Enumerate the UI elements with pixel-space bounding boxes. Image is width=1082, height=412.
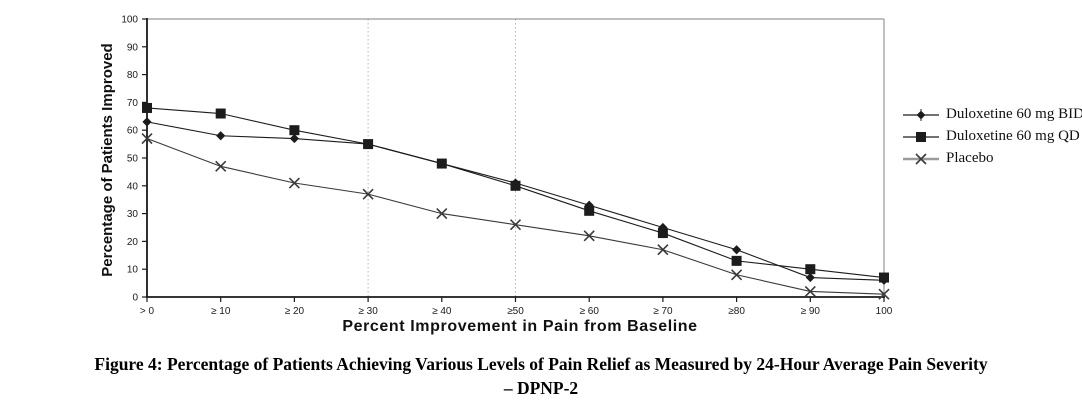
legend-label-duloxetine-60-mg-bid: Duloxetine 60 mg BID — [946, 106, 1082, 122]
square-marker-duloxetine-60-mg-qd — [510, 180, 521, 191]
y-tick-label: 90 — [127, 42, 139, 53]
x-tick-label: ≥ 20 — [285, 306, 305, 317]
x-marker-placebo — [141, 132, 153, 145]
square-marker-duloxetine-60-mg-qd — [436, 158, 447, 169]
x-marker-placebo — [583, 230, 595, 242]
legend-square-marker-icon — [903, 131, 939, 142]
x-tick-label: ≥ 10 — [211, 306, 231, 317]
x-tick-label: > 0 — [140, 306, 155, 317]
square-marker-duloxetine-60-mg-qd — [363, 139, 374, 150]
x-marker-placebo — [657, 244, 669, 256]
legend-label-placebo: Placebo — [946, 150, 994, 166]
y-tick-label: 100 — [121, 15, 138, 26]
chart-legend: Duloxetine 60 mg BID Duloxetine 60 mg QD P… — [903, 106, 1082, 167]
x-tick-label: ≥ 90 — [801, 306, 821, 317]
x-tick-label: 100 — [876, 306, 893, 317]
x-marker-placebo — [288, 177, 300, 189]
square-marker-duloxetine-60-mg-qd — [879, 272, 889, 283]
x-marker-placebo — [509, 219, 522, 231]
square-marker-duloxetine-60-mg-qd — [289, 125, 300, 136]
x-tick-label: ≥ 30 — [358, 306, 378, 317]
y-tick-label: 60 — [127, 126, 139, 137]
diamond-marker-duloxetine-60-mg-bid — [805, 272, 815, 283]
x-tick-label: ≥ 60 — [580, 306, 600, 317]
square-marker-duloxetine-60-mg-qd — [584, 205, 595, 216]
square-marker-duloxetine-60-mg-qd — [215, 108, 226, 119]
y-tick-label: 20 — [127, 237, 139, 248]
legend-x-marker-icon — [903, 152, 939, 165]
figure-caption-line1: Figure 4: Percentage of Patients Achievi… — [94, 354, 988, 374]
x-tick-label: ≥80 — [728, 306, 745, 317]
legend-diamond-marker-icon — [903, 108, 939, 121]
x-marker-placebo — [362, 188, 374, 200]
y-tick-label: 80 — [127, 70, 139, 81]
square-marker-duloxetine-60-mg-qd — [731, 255, 742, 266]
square-marker-duloxetine-60-mg-qd — [805, 264, 816, 275]
y-tick-label: 70 — [127, 98, 139, 109]
legend-item-duloxetine-60-mg-bid: Duloxetine 60 mg BID — [903, 106, 1082, 123]
legend-label-duloxetine-60-mg-qd: Duloxetine 60 mg QD — [946, 128, 1080, 144]
figure-caption-line2: – DPNP-2 — [503, 378, 579, 398]
x-tick-label: ≥ 70 — [653, 306, 673, 317]
x-marker-placebo — [804, 285, 816, 298]
legend-item-duloxetine-60-mg-qd: Duloxetine 60 mg QD — [903, 128, 1082, 145]
y-tick-label: 40 — [127, 181, 139, 192]
x-axis-title: Percent Improvement in Pain from Baselin… — [342, 318, 697, 335]
x-marker-placebo — [878, 288, 890, 300]
legend-item-placebo: Placebo — [903, 150, 1082, 167]
x-marker-placebo — [436, 208, 448, 220]
y-tick-label: 50 — [127, 154, 139, 165]
series-line-duloxetine-60-mg-bid — [146, 121, 885, 281]
diamond-marker-duloxetine-60-mg-bid — [289, 133, 299, 144]
y-axis-title: Percentage of Patients Improved — [99, 43, 116, 276]
square-marker-duloxetine-60-mg-qd — [142, 102, 152, 113]
x-tick-label: ≥50 — [507, 306, 524, 317]
y-tick-label: 0 — [132, 293, 138, 304]
square-marker-duloxetine-60-mg-qd — [657, 228, 668, 239]
diamond-marker-duloxetine-60-mg-bid — [732, 245, 742, 255]
diamond-marker-duloxetine-60-mg-bid — [142, 117, 152, 127]
figure-caption: Figure 4: Percentage of Patients Achievi… — [0, 352, 1082, 400]
diamond-marker-duloxetine-60-mg-bid — [216, 131, 226, 141]
y-tick-label: 30 — [127, 209, 139, 220]
x-tick-label: ≥ 40 — [432, 306, 452, 317]
x-marker-placebo — [731, 269, 743, 281]
pain-chart-svg: Percentage of Patients Improved Percent … — [99, 15, 893, 336]
y-tick-label: 10 — [127, 265, 139, 276]
x-marker-placebo — [215, 160, 227, 172]
